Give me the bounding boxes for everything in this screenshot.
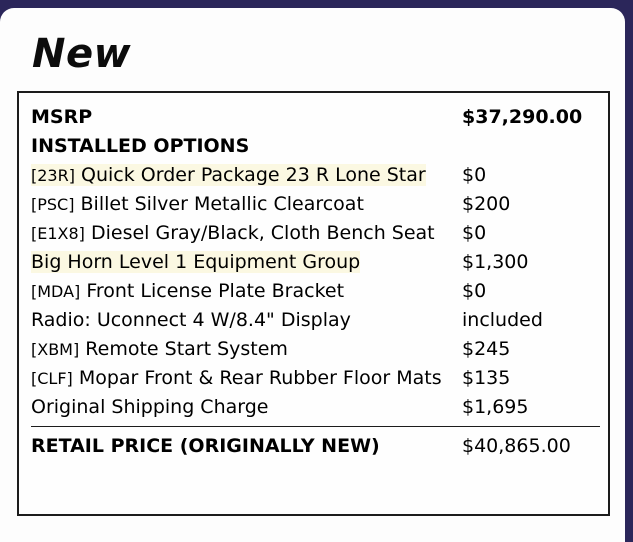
- option-text: [PSC] Billet Silver Metallic Clearcoat: [31, 193, 364, 215]
- option-label: Billet Silver Metallic Clearcoat: [80, 193, 364, 215]
- option-text: Original Shipping Charge: [31, 396, 269, 418]
- option-label-cell: [23R] Quick Order Package 23 R Lone Star: [31, 162, 462, 189]
- table-row: Original Shipping Charge $1,695: [31, 394, 600, 421]
- option-label: RETAIL PRICE (ORIGINALLY NEW): [31, 435, 380, 457]
- option-label-cell: Radio: Uconnect 4 W/8.4" Display: [31, 307, 462, 334]
- table-row: [XBM] Remote Start System $245: [31, 336, 600, 363]
- option-label-cell: [MDA] Front License Plate Bracket: [31, 278, 462, 305]
- option-value: $37,290.00: [462, 106, 583, 128]
- option-label: Quick Order Package 23 R Lone Star: [81, 164, 426, 186]
- option-code: [MDA]: [31, 282, 81, 301]
- option-value: $1,695: [462, 396, 529, 418]
- content-panel: New MSRP $37,290.00 INSTALLED OPTIONS [23R]…: [0, 8, 625, 542]
- table-row: [23R] Quick Order Package 23 R Lone Star…: [31, 162, 600, 189]
- table-row: Radio: Uconnect 4 W/8.4" Display included: [31, 307, 600, 334]
- table-row: [CLF] Mopar Front & Rear Rubber Floor Ma…: [31, 365, 600, 392]
- option-label: Original Shipping Charge: [31, 396, 269, 418]
- option-text: [CLF] Mopar Front & Rear Rubber Floor Ma…: [31, 367, 442, 389]
- highlighted-option-text: Big Horn Level 1 Equipment Group: [31, 251, 361, 273]
- table-row: [MDA] Front License Plate Bracket $0: [31, 278, 600, 305]
- table-row: INSTALLED OPTIONS: [31, 133, 600, 160]
- option-code: [23R]: [31, 166, 75, 185]
- option-label-cell: Big Horn Level 1 Equipment Group: [31, 249, 462, 276]
- table-row: Big Horn Level 1 Equipment Group $1,300: [31, 249, 600, 276]
- option-label: Diesel Gray/Black, Cloth Bench Seat: [90, 222, 435, 244]
- option-value: $0: [462, 164, 487, 186]
- option-label-cell: MSRP: [31, 104, 462, 131]
- option-value: $245: [462, 338, 511, 360]
- option-text: Radio: Uconnect 4 W/8.4" Display: [31, 309, 351, 331]
- price-breakdown-table: MSRP $37,290.00 INSTALLED OPTIONS [23R] Qui…: [17, 91, 610, 516]
- option-label-cell: INSTALLED OPTIONS: [31, 133, 462, 160]
- option-label-cell: Original Shipping Charge: [31, 394, 462, 421]
- option-code: [CLF]: [31, 369, 73, 388]
- option-label: Big Horn Level 1 Equipment Group: [31, 251, 361, 273]
- highlighted-option-text: [23R] Quick Order Package 23 R Lone Star: [31, 164, 426, 186]
- option-text: [MDA] Front License Plate Bracket: [31, 280, 344, 302]
- table-row: RETAIL PRICE (ORIGINALLY NEW) $40,865.00: [31, 426, 600, 460]
- option-text: INSTALLED OPTIONS: [31, 135, 249, 157]
- option-value: $200: [462, 193, 511, 215]
- option-text: [E1X8] Diesel Gray/Black, Cloth Bench Se…: [31, 222, 435, 244]
- option-text: MSRP: [31, 106, 92, 128]
- option-label-cell: [E1X8] Diesel Gray/Black, Cloth Bench Se…: [31, 220, 462, 247]
- option-text: RETAIL PRICE (ORIGINALLY NEW): [31, 435, 380, 457]
- option-value: $135: [462, 367, 511, 389]
- option-label-cell: [XBM] Remote Start System: [31, 336, 462, 363]
- option-label: Radio: Uconnect 4 W/8.4" Display: [31, 309, 351, 331]
- option-value: $0: [462, 222, 487, 244]
- option-label: Mopar Front & Rear Rubber Floor Mats: [78, 367, 442, 389]
- option-label: Front License Plate Bracket: [86, 280, 345, 302]
- option-label: MSRP: [31, 106, 93, 128]
- table-row: MSRP $37,290.00: [31, 104, 600, 131]
- option-label-cell: [CLF] Mopar Front & Rear Rubber Floor Ma…: [31, 365, 462, 392]
- option-code: [PSC]: [31, 195, 75, 214]
- option-label: INSTALLED OPTIONS: [31, 135, 250, 157]
- option-label: Remote Start System: [85, 338, 288, 360]
- option-value: $40,865.00: [462, 435, 571, 457]
- option-code: [E1X8]: [31, 224, 85, 243]
- option-text: [XBM] Remote Start System: [31, 338, 288, 360]
- page-title: New: [32, 31, 132, 77]
- option-value: $1,300: [462, 251, 529, 273]
- option-value: $0: [462, 280, 487, 302]
- option-value: included: [462, 309, 543, 331]
- table-row: [E1X8] Diesel Gray/Black, Cloth Bench Se…: [31, 220, 600, 247]
- option-label-cell: [PSC] Billet Silver Metallic Clearcoat: [31, 191, 462, 218]
- table-row: [PSC] Billet Silver Metallic Clearcoat $2…: [31, 191, 600, 218]
- option-label-cell: RETAIL PRICE (ORIGINALLY NEW): [31, 433, 462, 460]
- option-code: [XBM]: [31, 340, 80, 359]
